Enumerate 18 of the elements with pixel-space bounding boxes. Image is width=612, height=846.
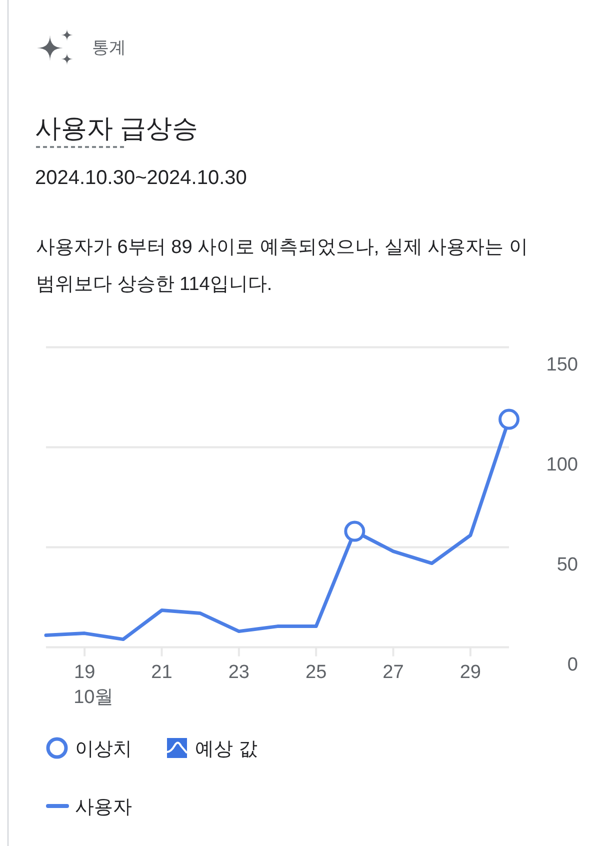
x-tick-label: 25 <box>306 662 327 683</box>
text: 사용자가 6부터 89 사이로 예측되었으나, 실제 사용자는 이 범위보다 상승한 114입니다. <box>36 237 528 295</box>
y-tick-label: 100 <box>546 454 578 476</box>
x-tick-label: 27 <box>382 662 404 683</box>
x-tick-label: 21 <box>151 662 172 683</box>
x-tick-label: 29 <box>460 662 481 683</box>
legend-label: 사용자 <box>75 797 132 818</box>
x-tick-label: 23 <box>228 662 250 683</box>
y-tick-label: 0 <box>567 654 578 676</box>
chart-title: 사용자 급상승 <box>35 113 198 143</box>
text: 10월 <box>74 687 114 708</box>
y-tick-label: 150 <box>546 354 578 376</box>
legend-label: 예상 값 <box>195 739 258 760</box>
legend-label: 이상치 <box>75 739 132 760</box>
x-tick-label: 19 <box>74 662 96 683</box>
chart-subtitle: 2024.10.30~2024.10.30 <box>35 167 247 189</box>
y-tick-label: 50 <box>556 554 578 576</box>
text: 통계 <box>92 38 126 57</box>
